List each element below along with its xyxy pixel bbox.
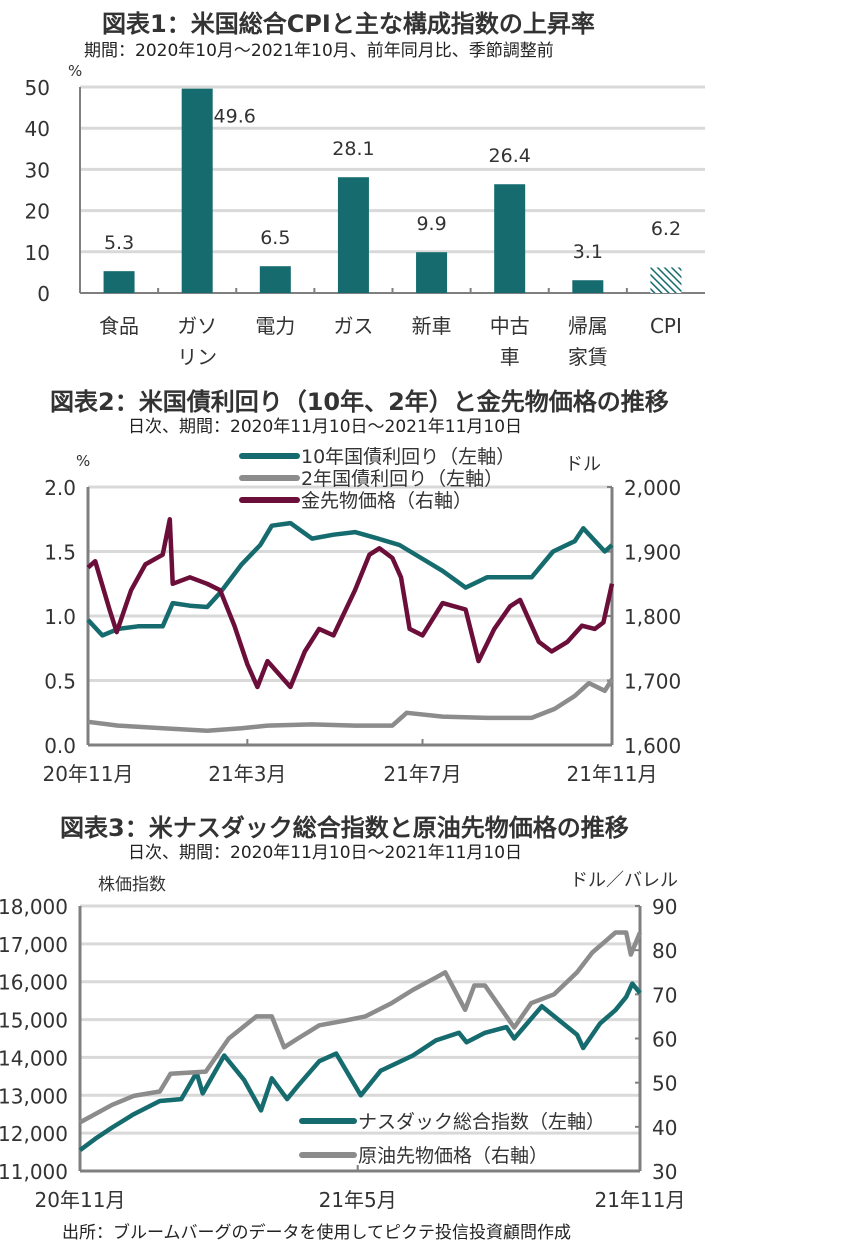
- data-label: 5.3: [104, 232, 134, 254]
- y-left-tick-label: 0.5: [44, 670, 76, 694]
- y-tick-label: 10: [25, 241, 50, 265]
- chart2-y-right-unit: ドル: [565, 454, 601, 475]
- category-label: 帰属: [568, 314, 608, 338]
- source-footer: 出所：ブルームバーグのデータを使用してピクテ投信投資顧問作成: [62, 1223, 571, 1243]
- legend-label: 原油先物価格（右軸）: [358, 1145, 548, 1167]
- y-right-tick-label: 1,600: [624, 734, 681, 758]
- x-tick-label: 20年11月: [35, 1188, 126, 1212]
- y-right-tick-label: 2,000: [624, 476, 681, 500]
- y-left-tick-label: 0.0: [44, 734, 76, 758]
- series-line-0: [86, 520, 614, 638]
- legend-label: 金先物価格（右軸）: [301, 490, 472, 512]
- series-line-1: [78, 930, 643, 1125]
- y-tick-label: 20: [25, 200, 50, 224]
- chart1-subtitle: 期間：2020年10月～2021年10月、前年同月比、季節調整前: [84, 41, 554, 61]
- y-left-tick-label: 15,000: [0, 1009, 68, 1033]
- legend-label: ナスダック総合指数（左軸）: [358, 1111, 605, 1133]
- y-left-tick-label: 2.0: [44, 476, 76, 500]
- legend-label: 2年国債利回り（左軸）: [301, 468, 503, 490]
- y-left-tick-label: 1.0: [44, 605, 76, 629]
- category-label: CPI: [650, 314, 682, 338]
- y-right-tick-label: 80: [652, 939, 677, 963]
- chart3-y-right-unit: ドル／バレル: [570, 870, 678, 891]
- y-left-tick-label: 12,000: [0, 1122, 68, 1146]
- x-tick-label: 20年11月: [43, 762, 134, 786]
- bar-2: [259, 266, 291, 293]
- x-tick-label: 21年11月: [567, 762, 658, 786]
- y-right-tick-label: 30: [652, 1160, 677, 1184]
- y-right-tick-label: 70: [652, 983, 677, 1007]
- y-right-tick-label: 60: [652, 1028, 677, 1052]
- data-label: 9.9: [416, 213, 446, 235]
- chart1-title: 図表1：米国総合CPIと主な構成指数の上昇率: [102, 10, 595, 38]
- chart2-title: 図表2：米国債利回り（10年、2年）と金先物価格の推移: [50, 388, 669, 416]
- data-label: 28.1: [332, 138, 374, 160]
- y-right-tick-label: 50: [652, 1072, 677, 1096]
- data-label: 49.6: [214, 106, 256, 128]
- data-label: 26.4: [489, 145, 531, 167]
- category-label: 電力: [255, 314, 295, 338]
- bar-7: [650, 267, 682, 293]
- chart3-title: 図表3：米ナスダック総合指数と原油先物価格の推移: [60, 814, 629, 842]
- bar-4: [416, 252, 448, 293]
- y-left-tick-label: 16,000: [0, 971, 68, 995]
- y-right-tick-label: 90: [652, 895, 677, 919]
- y-right-tick-label: 1,800: [624, 605, 681, 629]
- y-right-tick-label: 40: [652, 1116, 677, 1140]
- x-tick-label: 21年7月: [383, 762, 461, 786]
- chart3-y-left-unit: 株価指数: [98, 875, 166, 895]
- y-left-tick-label: 17,000: [0, 933, 68, 957]
- y-tick-label: 40: [25, 117, 50, 141]
- data-label: 3.1: [573, 241, 603, 263]
- chart3-subtitle: 日次、期間：2020年11月10日～2021年11月10日: [128, 843, 523, 863]
- y-left-tick-label: 18,000: [0, 895, 68, 919]
- series-line-0: [78, 981, 642, 1153]
- bar-1: [181, 88, 213, 293]
- category-label: ガソ: [177, 314, 217, 338]
- y-right-tick-label: 1,900: [624, 541, 681, 565]
- y-right-tick-label: 1,700: [624, 670, 681, 694]
- y-tick-label: 50: [25, 76, 50, 100]
- legend-label: 10年国債利回り（左軸）: [301, 446, 515, 468]
- x-tick-label: 21年3月: [208, 762, 286, 786]
- bar-6: [572, 280, 604, 293]
- bar-3: [337, 177, 369, 293]
- x-tick-label: 21年5月: [319, 1188, 397, 1212]
- y-left-tick-label: 14,000: [0, 1046, 68, 1070]
- y-left-tick-label: 13,000: [0, 1084, 68, 1108]
- category-label: 車: [500, 345, 520, 369]
- series-line-2: [86, 517, 615, 690]
- category-label: 家賃: [568, 345, 608, 369]
- category-label: 新車: [412, 314, 452, 338]
- y-left-tick-label: 11,000: [0, 1160, 68, 1184]
- y-left-tick-label: 1.5: [44, 541, 76, 565]
- category-label: リン: [177, 345, 217, 369]
- chart2-subtitle: 日次、期間：2020年11月10日～2021年11月10日: [128, 417, 523, 437]
- bar-0: [103, 271, 135, 293]
- chart2-y-left-unit: %: [76, 452, 91, 470]
- chart2-plot: 0.0 0.5 1.0 1.5 2.0 1,600 1,700 1,800 1,900 2,000…: [43, 446, 682, 786]
- x-tick-label: 21年11月: [595, 1188, 686, 1212]
- y-tick-label: 0: [37, 282, 50, 306]
- y-tick-label: 30: [25, 158, 50, 182]
- category-label: 食品: [99, 314, 139, 338]
- data-label: 6.2: [651, 218, 681, 240]
- data-label: 6.5: [260, 227, 290, 249]
- series-line-1: [87, 678, 614, 734]
- category-label: 中古: [490, 314, 530, 338]
- category-label: ガス: [333, 314, 373, 338]
- chart1-y-unit: %: [68, 62, 83, 80]
- bar-5: [494, 184, 526, 293]
